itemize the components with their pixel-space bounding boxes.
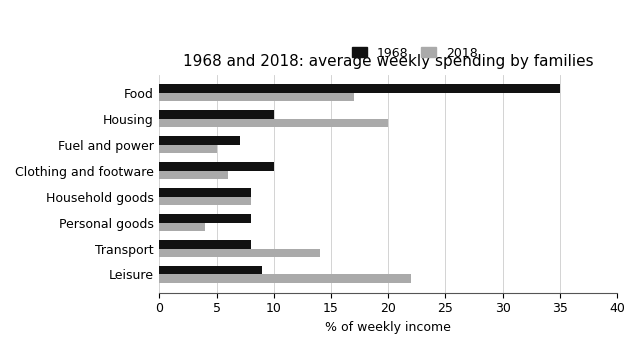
X-axis label: % of weekly income: % of weekly income <box>325 321 451 334</box>
Bar <box>159 162 274 171</box>
Bar <box>159 145 216 153</box>
Bar <box>159 275 411 283</box>
Bar <box>159 196 251 205</box>
Bar <box>159 248 319 257</box>
Bar <box>159 266 262 275</box>
Bar <box>159 188 251 196</box>
Bar <box>159 110 274 119</box>
Title: 1968 and 2018: average weekly spending by families: 1968 and 2018: average weekly spending b… <box>183 54 593 69</box>
Legend: 1968, 2018: 1968, 2018 <box>347 42 483 65</box>
Bar <box>159 136 239 145</box>
Bar <box>159 240 251 248</box>
Bar <box>159 119 388 127</box>
Bar <box>159 223 205 231</box>
Bar <box>159 84 560 93</box>
Bar <box>159 171 228 179</box>
Bar <box>159 214 251 223</box>
Bar <box>159 93 354 101</box>
